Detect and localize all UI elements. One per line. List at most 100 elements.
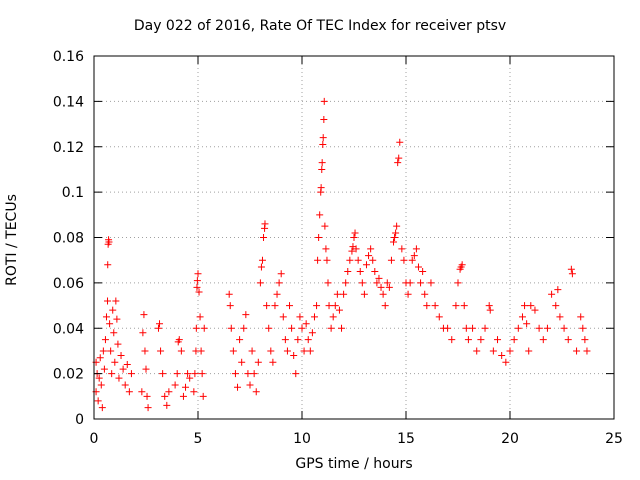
- x-tick-label: 25: [605, 431, 623, 447]
- data-point: [454, 279, 462, 287]
- data-point: [240, 324, 248, 332]
- data-point: [554, 286, 562, 294]
- data-point: [346, 256, 354, 264]
- data-point: [375, 274, 383, 282]
- data-point: [261, 220, 269, 228]
- data-point: [573, 347, 581, 355]
- data-point: [552, 302, 560, 310]
- data-point: [360, 290, 368, 298]
- data-point: [226, 302, 234, 310]
- data-point: [400, 256, 408, 264]
- data-point: [338, 324, 346, 332]
- data-point: [110, 329, 118, 337]
- data-point: [107, 347, 115, 355]
- data-point: [406, 279, 414, 287]
- data-point: [404, 290, 412, 298]
- data-point: [351, 229, 359, 237]
- data-point: [196, 313, 204, 321]
- data-point: [315, 234, 323, 241]
- data-point: [271, 302, 279, 310]
- data-point: [101, 336, 109, 344]
- data-points: [92, 97, 591, 412]
- data-point: [481, 324, 489, 332]
- y-tick-label: 0.16: [53, 49, 84, 65]
- x-tick-label: 15: [397, 431, 415, 447]
- data-point: [298, 324, 306, 332]
- data-point: [373, 279, 381, 287]
- data-point: [494, 336, 502, 344]
- data-point: [117, 351, 125, 359]
- data-point: [123, 361, 131, 369]
- data-point: [514, 324, 522, 332]
- data-point: [238, 358, 246, 366]
- data-point: [335, 306, 343, 314]
- data-point: [197, 347, 205, 355]
- data-point: [97, 381, 105, 389]
- data-point: [408, 256, 416, 264]
- data-point: [96, 354, 104, 362]
- data-point: [543, 324, 551, 332]
- data-point: [310, 313, 318, 321]
- x-tick-label: 10: [293, 431, 311, 447]
- data-point: [314, 256, 322, 264]
- data-point: [175, 336, 183, 344]
- data-point: [344, 268, 352, 276]
- data-point: [193, 277, 201, 285]
- data-point: [106, 320, 114, 328]
- data-point: [377, 283, 385, 291]
- data-point: [193, 283, 201, 291]
- data-point: [236, 336, 244, 344]
- chart-title: Day 022 of 2016, Rate Of TEC Index for r…: [133, 18, 507, 34]
- data-point: [325, 302, 333, 310]
- data-point: [229, 347, 237, 355]
- data-point: [539, 336, 547, 344]
- data-point: [225, 290, 233, 298]
- data-point: [244, 370, 252, 378]
- data-point: [290, 351, 298, 359]
- data-point: [348, 247, 356, 255]
- data-point: [489, 347, 497, 355]
- data-point: [191, 370, 199, 378]
- data-point: [194, 270, 202, 278]
- data-point: [102, 313, 110, 321]
- data-point: [444, 324, 452, 332]
- data-point: [161, 392, 169, 400]
- data-point: [358, 279, 366, 287]
- data-point: [157, 347, 165, 355]
- data-point: [144, 404, 152, 412]
- data-point: [320, 116, 328, 124]
- data-point: [556, 313, 564, 321]
- data-point: [111, 358, 119, 366]
- data-point: [98, 404, 106, 412]
- data-point: [260, 234, 268, 241]
- data-point: [279, 313, 287, 321]
- data-point: [423, 302, 431, 310]
- y-tick-label: 0: [75, 412, 84, 428]
- data-point: [518, 313, 526, 321]
- data-point: [304, 336, 312, 344]
- data-point: [127, 370, 135, 378]
- data-point: [319, 134, 327, 142]
- data-point: [288, 324, 296, 332]
- data-point: [138, 388, 146, 396]
- data-point: [198, 370, 206, 378]
- data-point: [104, 297, 112, 305]
- data-point: [195, 288, 203, 296]
- data-point: [398, 245, 406, 253]
- data-point: [435, 313, 443, 321]
- data-point: [392, 229, 400, 237]
- data-point: [371, 268, 379, 276]
- data-point: [324, 279, 332, 287]
- data-point: [535, 324, 543, 332]
- data-point: [300, 347, 308, 355]
- data-point: [525, 347, 533, 355]
- y-tick-label: 0.04: [53, 321, 84, 337]
- data-point: [485, 302, 493, 310]
- data-point: [322, 245, 330, 253]
- data-point: [379, 290, 387, 298]
- data-point: [498, 351, 506, 359]
- y-tick-label: 0.06: [53, 276, 84, 292]
- data-point: [521, 302, 529, 310]
- data-point: [99, 347, 107, 355]
- data-point: [321, 222, 329, 230]
